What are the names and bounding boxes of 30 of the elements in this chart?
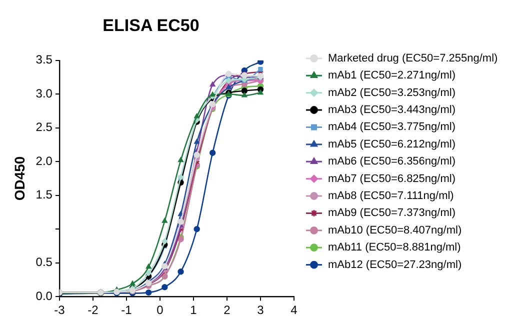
x-tick-label: 3	[257, 303, 264, 318]
y-tick-label: 1.5	[36, 188, 53, 202]
y-tick-label: 3.0	[36, 86, 53, 100]
x-tick-label: 4	[290, 303, 298, 318]
legend-label: mAb9 (EC50=7.373ng/ml)	[328, 207, 456, 220]
x-tick-label: 1	[190, 303, 198, 318]
y-tick-label: 3.5	[36, 52, 53, 67]
x-tick-label: 0	[156, 303, 164, 318]
chart-title: ELISA EC50	[102, 16, 200, 35]
legend-label: mAb7 (EC50=6.825ng/ml)	[328, 172, 456, 185]
legend-label: mAb11 (EC50=8.881ng/ml)	[328, 242, 461, 254]
x-tick-label: -3	[54, 303, 66, 318]
y-tick-label: 0.0	[36, 288, 53, 303]
y-tick-label: 2.5	[36, 120, 53, 134]
legend-label: mAb1 (EC50=2.271ng/ml)	[328, 70, 456, 82]
y-axis-title: OD450	[11, 156, 28, 201]
y-tick-label: 0.5	[36, 255, 53, 270]
legend-label: mAb5 (EC50=6.212ng/ml)	[328, 138, 456, 150]
legend-label: mAb3 (EC50=3.443ng/ml)	[328, 104, 456, 116]
legend-label: mAb10 (EC50=8.407ng/ml)	[328, 224, 462, 236]
legend-label: mAb2 (EC50=3.253ng/ml)	[328, 86, 456, 99]
legend-label: mAb4 (EC50=3.775ng/ml)	[328, 121, 456, 134]
legend-label: mAb8 (EC50=7.111ng/ml)	[328, 190, 454, 202]
legend-label: mAb12 (EC50=27.23ng/ml)	[328, 258, 462, 271]
x-tick-label: 2	[224, 303, 231, 318]
legend-label: mAb6 (EC50=6.356ng/ml)	[328, 156, 456, 168]
y-tick-label: 2.0	[36, 154, 53, 168]
x-tick-label: -1	[121, 303, 132, 318]
x-tick-label: -2	[88, 303, 99, 318]
legend-label: Marketed drug (EC50=7.255ng/ml)	[328, 52, 498, 64]
